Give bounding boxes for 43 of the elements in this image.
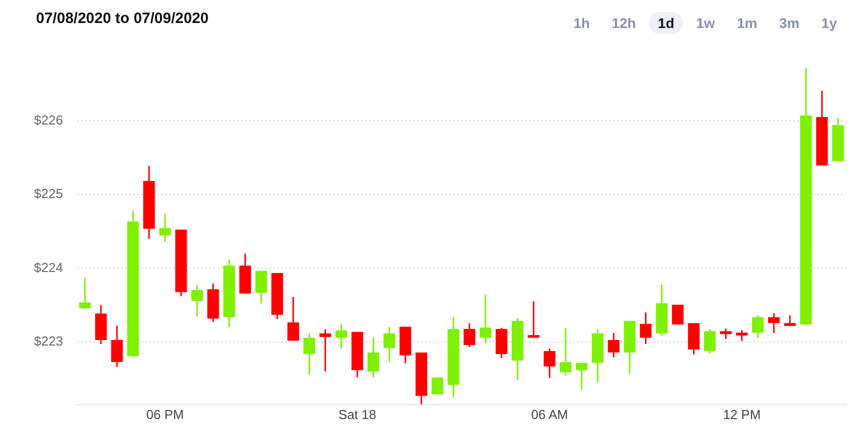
- candlestick: [784, 314, 796, 326]
- candlestick: [640, 312, 652, 345]
- candlestick: [79, 277, 91, 310]
- candlestick: [319, 328, 332, 372]
- candlestick: [720, 328, 732, 340]
- x-tick-label: 06 PM: [146, 406, 184, 422]
- text: 1d: [648, 12, 684, 34]
- y-tick-label: $225: [34, 186, 63, 202]
- candlestick: [159, 213, 171, 242]
- candlestick: [560, 327, 572, 376]
- candlestick: [432, 377, 444, 395]
- candlestick: [255, 270, 268, 304]
- text: 12h: [610, 14, 637, 33]
- candlestick: [335, 323, 348, 350]
- candlestick: [303, 332, 316, 375]
- candlestick: [672, 304, 684, 324]
- candlestick: [384, 326, 396, 364]
- candlestick: [752, 314, 764, 339]
- candlestick: [111, 324, 123, 368]
- text: 1h: [572, 14, 591, 33]
- x-tick-label: 12 PM: [723, 406, 761, 422]
- candlestick: [287, 296, 300, 342]
- candlestick: [768, 312, 780, 334]
- y-tick-label: $223: [34, 333, 63, 348]
- candlestick: [736, 329, 748, 342]
- chart-title: 07/08/2020 to 07/09/2020: [36, 10, 209, 27]
- candlestick: [368, 336, 380, 378]
- candlestick: [191, 284, 203, 318]
- x-tick-label: Sat 18: [338, 406, 376, 422]
- candlestick: [576, 362, 588, 390]
- candlestick: [464, 322, 476, 348]
- candlestick: [704, 328, 716, 354]
- text: 1w: [695, 14, 716, 33]
- text: 1m: [736, 14, 758, 33]
- candlestick: [544, 348, 556, 379]
- text: 1y: [820, 14, 838, 33]
- candlestick: [608, 332, 620, 358]
- text: 3m: [778, 14, 800, 33]
- candlestick: [528, 300, 540, 338]
- candlestick: [480, 294, 492, 344]
- y-tick-label: $226: [34, 112, 63, 128]
- x-tick-label: 06 AM: [531, 406, 568, 422]
- y-tick-label: $224: [34, 260, 63, 275]
